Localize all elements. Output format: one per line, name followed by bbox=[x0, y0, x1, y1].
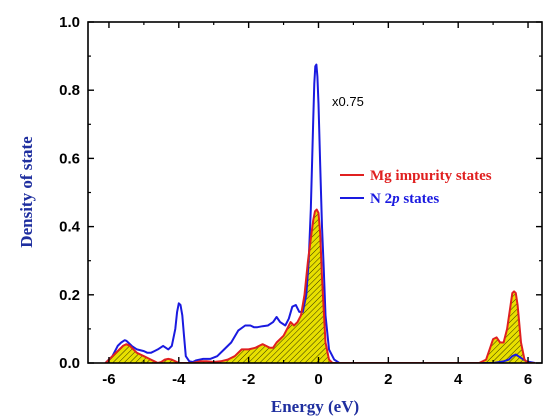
x-tick-label: 6 bbox=[524, 371, 532, 388]
y-tick-label: 0.4 bbox=[59, 219, 81, 236]
x-tick-label: 4 bbox=[454, 371, 463, 388]
series-lines-group bbox=[104, 63, 536, 363]
x-tick-label: 2 bbox=[384, 371, 392, 388]
x-tick-label: 0 bbox=[314, 371, 322, 388]
legend-label-n2p: N 2p states bbox=[370, 191, 439, 207]
y-tick-label: 1.0 bbox=[59, 14, 80, 31]
x-axis: -6 -4 -2 0 2 4 6 bbox=[102, 22, 532, 388]
legend: Mg impurity states N 2p states bbox=[340, 168, 492, 207]
y-tick-label: 0.2 bbox=[59, 287, 80, 304]
x-tick-label: -4 bbox=[172, 371, 186, 388]
x-tick-label: -6 bbox=[102, 371, 115, 388]
y-tick-label: 0.0 bbox=[59, 355, 80, 372]
x-axis-title: Energy (eV) bbox=[271, 397, 359, 416]
y-axis: 0.0 0.2 0.4 0.6 0.8 1.0 bbox=[59, 14, 542, 372]
y-tick-label: 0.6 bbox=[59, 150, 80, 167]
legend-label-mg: Mg impurity states bbox=[370, 168, 492, 184]
mg-area-fill bbox=[105, 209, 536, 363]
y-tick-label: 0.8 bbox=[59, 82, 80, 99]
y-axis-title: Density of state bbox=[17, 136, 36, 248]
mg-fill-group bbox=[105, 209, 536, 363]
scale-annotation: x0.75 bbox=[332, 94, 364, 109]
series-line-mg bbox=[104, 208, 535, 363]
series-line-n2p bbox=[104, 63, 536, 363]
x-tick-label: -2 bbox=[242, 371, 255, 388]
